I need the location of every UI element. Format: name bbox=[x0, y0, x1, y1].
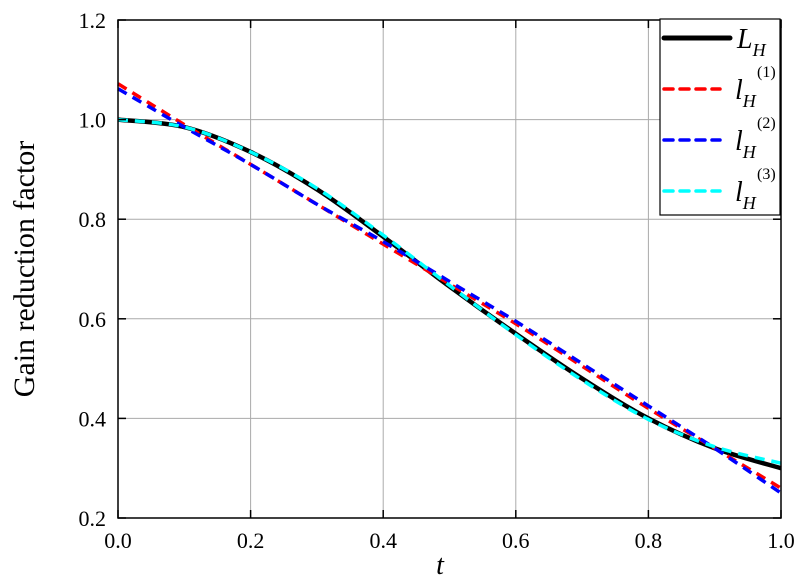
legend-label-4: lH(3) bbox=[735, 166, 776, 213]
y-tick-label: 1.0 bbox=[79, 108, 107, 133]
legend: LH lH(1)lH(2)lH(3) bbox=[659, 18, 781, 216]
ticks: 0.0 0.2 0.4 0.6 0.8 1.00.20.40.60.81.01.2 bbox=[79, 8, 795, 553]
x-tick-label: 0.8 bbox=[635, 528, 663, 553]
y-tick-label: 0.2 bbox=[79, 506, 107, 531]
x-tick-label: 1.0 bbox=[767, 528, 795, 553]
series-line-3 bbox=[117, 87, 782, 495]
plot-frame bbox=[117, 19, 782, 519]
y-axis-label: Gain reduction factor bbox=[8, 141, 41, 398]
x-tick-label: 0.4 bbox=[369, 528, 397, 553]
legend-label-2: lH(1) bbox=[735, 64, 776, 111]
y-tick-label: 0.4 bbox=[79, 406, 107, 431]
y-tick-label: 1.2 bbox=[79, 8, 107, 33]
legend-label-1: LH bbox=[736, 24, 767, 60]
series-line-4 bbox=[117, 117, 782, 465]
x-tick-label: 0.6 bbox=[502, 528, 530, 553]
legend-label-3: lH(2) bbox=[735, 115, 776, 162]
y-tick-label: 0.8 bbox=[79, 207, 107, 232]
series-lines bbox=[117, 82, 782, 495]
y-tick-label: 0.6 bbox=[79, 307, 107, 332]
x-tick-label: 0.0 bbox=[104, 528, 132, 553]
legend-box bbox=[659, 18, 781, 216]
x-axis-label: t bbox=[436, 550, 445, 580]
x-tick-label: 0.2 bbox=[237, 528, 265, 553]
